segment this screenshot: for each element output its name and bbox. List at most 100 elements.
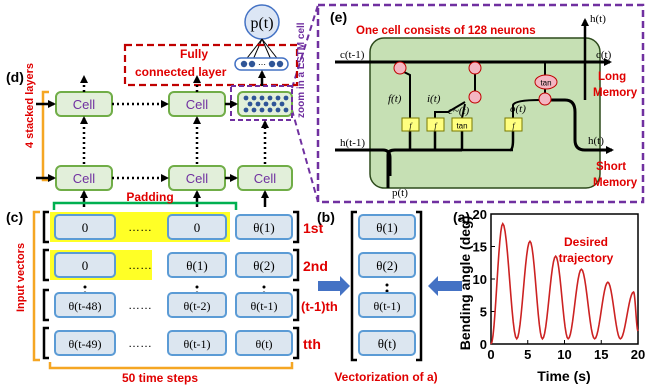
y-tick-label: 5 xyxy=(480,305,487,320)
input-cell xyxy=(54,292,116,318)
input-cell xyxy=(235,214,293,240)
fc-neuron xyxy=(268,60,276,68)
output-node-label: p(t) xyxy=(250,15,273,32)
input-cell-text: θ(1) xyxy=(253,220,274,235)
c-tilde-label: c~(t) xyxy=(448,105,470,117)
row-tag: (t-1)th xyxy=(301,299,338,314)
input-cell-text: 0 xyxy=(82,220,89,235)
input-cell xyxy=(235,252,293,278)
o-label: o(t) xyxy=(510,103,526,115)
output-gate-line xyxy=(512,99,541,118)
input-cell-text: θ(t-1) xyxy=(250,299,277,313)
lstm-cell-title: One cell consists of 128 neurons xyxy=(356,25,536,37)
x-axis: 0 5 10 15 20 xyxy=(487,340,645,362)
input-cell-text: θ(t-49) xyxy=(68,337,101,351)
gate-box-candidate xyxy=(451,117,473,132)
y-tick-label: 10 xyxy=(473,272,487,287)
cell-row-top: Cell Cell xyxy=(55,85,293,121)
h-out-line xyxy=(548,98,614,154)
vector-cell xyxy=(358,214,416,240)
vector-cell-text: θ(1) xyxy=(376,220,397,235)
fc-dashed-frame xyxy=(123,43,299,87)
x-axis-label: Time (s) xyxy=(537,368,590,384)
trajectory-chart: (a) 0 5 10 15 20 0 5 10 15 20 Desired trajectory… xyxy=(453,207,645,384)
arrow-a-to-b xyxy=(428,276,462,296)
fc-dots: ⋯ xyxy=(258,60,266,69)
x-tick-label: 10 xyxy=(557,347,571,362)
input-panel: (c) Input vectors 0 …… 0 θ(1) 1st 0 …… θ… xyxy=(6,209,338,385)
input-gate-line xyxy=(434,101,466,118)
input-cell-text: θ(2) xyxy=(253,258,274,273)
stack-side-label: 4 stacked layers xyxy=(24,63,36,148)
gate-box-input xyxy=(426,117,445,132)
input-cell-text: 0 xyxy=(194,220,201,235)
fc-neuron xyxy=(276,60,284,68)
input-cell-text: 0 xyxy=(82,258,89,273)
fc-label-2: connected layer xyxy=(135,65,227,79)
cell-flow-arrows xyxy=(36,70,269,207)
panel-label-a: (a) xyxy=(453,209,470,225)
gate-box-output xyxy=(504,117,523,132)
input-cell xyxy=(54,214,116,240)
input-cell-text: θ(t-48) xyxy=(68,299,101,313)
legend-label-1: Desired xyxy=(564,235,608,249)
arrow-b-to-c xyxy=(318,276,350,296)
row-dots: …… xyxy=(128,220,152,234)
stack-bracket xyxy=(41,90,49,182)
gate-label-3: f xyxy=(512,122,516,131)
add-node xyxy=(468,61,482,75)
c-next-label: c(t) xyxy=(596,49,612,61)
lstm-cell-label: Cell xyxy=(186,171,209,186)
padding-bracket xyxy=(52,201,238,210)
x-tick-label: 0 xyxy=(487,347,494,362)
row-tag: 1st xyxy=(303,220,324,236)
row-dots: …… xyxy=(128,336,152,350)
vector-caption: Vectorization of a) xyxy=(334,370,437,384)
input-cell xyxy=(54,330,116,356)
vector-dots xyxy=(385,283,389,293)
lstm-cell-label: Cell xyxy=(186,97,209,112)
row-dots: …… xyxy=(128,298,152,312)
vector-cell xyxy=(358,252,416,278)
lstm-input-label: p(t) xyxy=(392,187,408,199)
input-cell-text: θ(1) xyxy=(186,258,207,273)
lstm-dashed-frame xyxy=(316,3,645,204)
zoom-line-bottom xyxy=(291,109,319,203)
vector-cell xyxy=(358,292,416,318)
y-tick-label: 0 xyxy=(480,337,487,352)
padding-label: Padding xyxy=(126,190,173,204)
input-cell xyxy=(167,252,227,278)
time-steps-bracket xyxy=(48,362,294,370)
input-row: θ(t-48) …… θ(t-2) θ(t-1) (t-1)th xyxy=(42,288,338,322)
tanh-node-label: tan xyxy=(540,79,551,88)
lstm-panel: (e) One cell consists of 128 neurons tan… xyxy=(291,3,645,204)
zoom-label: zoom in a LSTM cell xyxy=(296,22,307,118)
vector-cell xyxy=(358,330,416,356)
input-row: θ(t-49) …… θ(t-1) θ(t) tth xyxy=(42,326,321,360)
i-label: i(t) xyxy=(427,93,441,105)
lstm-cell-label: Cell xyxy=(73,97,96,112)
legend-label-2: trajectory xyxy=(559,251,614,265)
input-side-label: Input vectors xyxy=(15,243,27,312)
y-tick-label: 20 xyxy=(473,207,487,222)
short-memory-label-2: Memory xyxy=(593,177,638,189)
stack-panel: (d) 4 stacked layers Cell Cell Cell Cell… xyxy=(6,63,293,210)
gate-box-forget xyxy=(401,117,420,132)
input-cell xyxy=(235,292,293,318)
panel-label-d: (d) xyxy=(6,69,24,85)
input-cell xyxy=(167,292,227,318)
short-memory-label-1: Short xyxy=(596,161,626,173)
y-axis-label: Bending angle (deg) xyxy=(457,216,473,351)
row-tag: tth xyxy=(303,336,321,352)
h-next-label: h(t) xyxy=(588,135,604,147)
gate-label-0: f xyxy=(409,122,413,131)
tanh-node xyxy=(534,74,558,90)
vector-cell-text: θ(t) xyxy=(378,336,397,351)
vector-panel: (b) θ(1) θ(2) θ(t-1) θ(t) Vectorization … xyxy=(317,209,438,384)
row-brackets xyxy=(42,210,300,244)
x-tick-label: 15 xyxy=(594,347,608,362)
y-tick-label: 15 xyxy=(473,240,487,255)
output-section: p(t) ⋯ Fully connected layer zoom in a L… xyxy=(123,4,307,118)
row-brackets xyxy=(42,248,300,282)
panel-label-c: (c) xyxy=(6,209,23,225)
